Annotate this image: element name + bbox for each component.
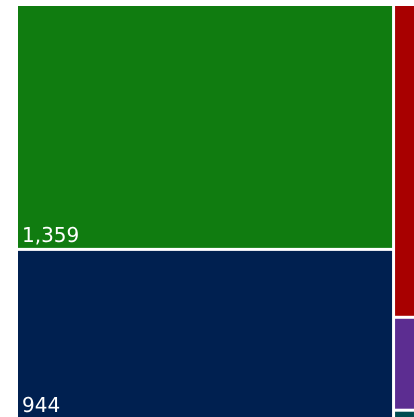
value-label: 1,359 (22, 223, 79, 247)
value-label: 944 (22, 393, 60, 417)
treemap-cell (18, 250, 393, 417)
treemap-cell (395, 318, 414, 409)
treemap-cell (18, 6, 393, 248)
treemap-cell (395, 411, 414, 417)
treemap-cell (395, 6, 414, 316)
